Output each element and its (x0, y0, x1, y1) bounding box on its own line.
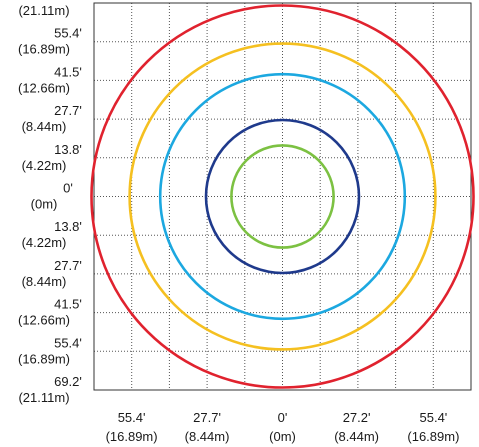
y-tick-label-ft: 27.7' (54, 103, 82, 118)
y-axis-ticks: 69.2'(21.11m)55.4'(16.89m)41.5'(12.66m)2… (18, 0, 82, 405)
plot-frame (93, 2, 472, 391)
y-tick-label-ft: 0' (63, 181, 73, 196)
y-tick-label-ft: 69.2' (54, 0, 82, 2)
range-circle-3 (158, 72, 407, 321)
y-tick-label-m: (4.22m) (22, 235, 67, 250)
y-tick-label-ft: 41.5' (54, 297, 82, 312)
y-tick-label-m: (16.89m) (18, 42, 70, 57)
x-tick-label-ft: 27.7' (193, 410, 221, 425)
y-tick-label-m: (0m) (31, 197, 58, 212)
range-circle-1 (90, 4, 475, 389)
plot-border (93, 2, 472, 391)
y-tick-label-ft: 27.7' (54, 258, 82, 273)
x-tick-label-m: (0m) (269, 429, 296, 444)
x-tick-label-m: (16.89m) (407, 429, 459, 444)
y-tick-label-m: (12.66m) (18, 313, 70, 328)
y-tick-label-ft: 41.5' (54, 64, 82, 79)
y-tick-label-ft: 55.4' (54, 26, 82, 41)
y-tick-label-m: (16.89m) (18, 351, 70, 366)
x-tick-label-ft: 55.4' (420, 410, 448, 425)
y-tick-label-m: (21.11m) (18, 3, 69, 18)
x-tick-label-ft: 0' (278, 410, 288, 425)
x-tick-label-m: (16.89m) (106, 429, 158, 444)
y-tick-label-ft: 13.8' (54, 219, 82, 234)
range-circle-2 (128, 42, 437, 351)
y-tick-label-ft: 13.8' (54, 142, 82, 157)
x-axis-ticks: 55.4' (16.89m) 27.7' (8.44m) 0' (0m) 27.2' (8.4… (106, 410, 460, 444)
y-tick-label-m: (8.44m) (22, 119, 67, 134)
y-tick-label-m: (4.22m) (22, 158, 67, 173)
x-tick-label-m: (8.44m) (334, 429, 379, 444)
circle-series (90, 4, 475, 389)
y-tick-label-m: (8.44m) (22, 274, 67, 289)
grid (94, 3, 471, 390)
y-tick-label-m: (12.66m) (18, 80, 70, 95)
y-tick-label-m: (21.11m) (18, 390, 69, 405)
range-circle-5 (230, 144, 335, 249)
x-tick-label-ft: 55.4' (118, 410, 146, 425)
x-tick-label-ft: 27.2' (343, 410, 371, 425)
y-tick-label-ft: 55.4' (54, 335, 82, 350)
y-tick-label-ft: 69.2' (54, 374, 82, 389)
x-tick-label-m: (8.44m) (185, 429, 230, 444)
range-circle-4 (204, 118, 361, 275)
